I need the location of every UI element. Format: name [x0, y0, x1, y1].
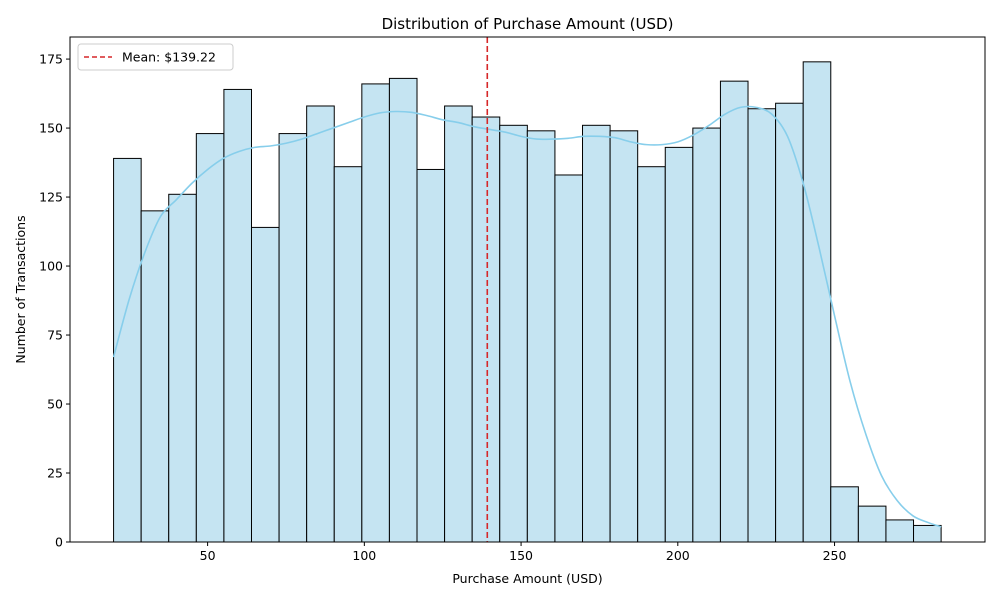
legend-mean-label: Mean: $139.22 [122, 50, 216, 65]
histogram-bar [582, 124, 611, 543]
y-tick-label: 0 [55, 535, 63, 550]
histogram-bar [913, 524, 942, 543]
histogram-bar [554, 174, 584, 543]
histogram-bar [885, 519, 915, 543]
legend-box [77, 43, 234, 71]
histogram-bar [499, 124, 528, 543]
kde-curve-group [112, 105, 942, 528]
histogram-bar [857, 505, 887, 543]
plot-frame [69, 36, 986, 543]
histogram-bar [195, 133, 225, 543]
chart-title: Distribution of Purchase Amount (USD) [382, 15, 674, 33]
histogram-bar [719, 80, 749, 543]
histogram-bar [471, 116, 501, 543]
y-tick-label: 75 [47, 328, 63, 343]
y-tick-label: 150 [39, 121, 63, 136]
x-tick-label: 250 [823, 548, 847, 563]
y-tick-label: 50 [47, 397, 63, 412]
histogram-bar [361, 83, 390, 543]
kde-curve [112, 105, 942, 528]
histogram-bar [333, 166, 363, 543]
x-tick-label: 150 [509, 548, 533, 563]
histogram-bars [113, 61, 942, 543]
x-tick-label: 50 [200, 548, 216, 563]
histogram-bar [664, 146, 694, 543]
y-tick-label: 100 [39, 259, 63, 274]
histogram-bar [168, 193, 197, 543]
x-tick-label: 200 [666, 548, 690, 563]
y-axis-ticks: 0 25 50 75 100 125 150 175 [39, 52, 70, 550]
histogram-bar [416, 168, 446, 543]
x-axis-ticks: 50 100 150 200 250 [200, 542, 847, 563]
histogram-bar [830, 486, 859, 543]
histogram-bar [692, 127, 721, 543]
histogram-bar [637, 166, 666, 543]
histogram-bar [278, 133, 308, 543]
x-tick-label: 100 [352, 548, 376, 563]
histogram-bar [802, 61, 832, 543]
histogram-bar [113, 157, 142, 543]
y-tick-label: 25 [47, 466, 63, 481]
histogram-bar [526, 130, 556, 543]
histogram-bar [250, 226, 280, 543]
y-tick-label: 125 [39, 190, 63, 205]
histogram-bar [140, 210, 170, 543]
histogram-bar [444, 105, 473, 543]
histogram-bar [388, 77, 418, 543]
histogram-bar [223, 88, 252, 543]
y-axis-label: Number of Transactions [13, 215, 28, 363]
histogram-bar [306, 105, 335, 543]
histogram-bar [609, 130, 639, 543]
y-tick-label: 175 [39, 52, 63, 67]
x-axis-label: Purchase Amount (USD) [452, 571, 602, 586]
legend: Mean: $139.22 [77, 43, 234, 71]
histogram-bar [775, 102, 804, 543]
histogram-bar [747, 108, 777, 543]
